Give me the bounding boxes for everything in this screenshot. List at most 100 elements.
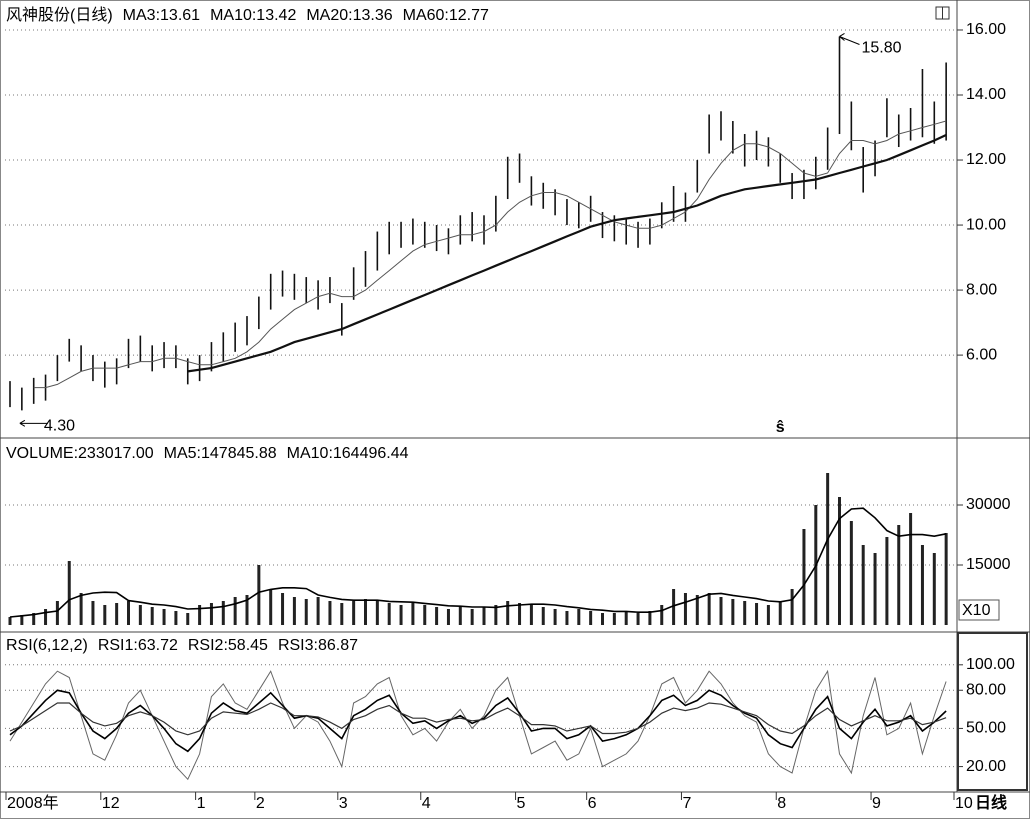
volume-bar xyxy=(624,611,628,625)
volume-bar xyxy=(897,525,901,625)
volume-bar xyxy=(707,593,711,625)
volume-bar xyxy=(423,605,427,625)
indicator-line xyxy=(9,507,947,618)
y-tick-label: 14.00 xyxy=(966,86,1006,103)
y-tick-label: 6.00 xyxy=(966,346,997,363)
volume-bar xyxy=(127,601,130,625)
volume-bar xyxy=(233,597,237,625)
y-tick-label: 50.00 xyxy=(966,720,1006,737)
volume-bar xyxy=(529,605,533,625)
volume-bar xyxy=(838,497,841,625)
volume-bar xyxy=(221,601,225,625)
volume-bar xyxy=(601,613,604,625)
x-tick-label: 8 xyxy=(777,795,786,812)
y-tick-label: 10.00 xyxy=(966,216,1006,233)
indicator-label: RSI1:63.72 xyxy=(98,637,178,654)
x-tick-label: 2 xyxy=(256,795,265,812)
x-tick-label: 9 xyxy=(872,795,881,812)
panel-title: RSI(6,12,2) xyxy=(6,637,88,654)
y-tick-label: 8.00 xyxy=(966,281,997,298)
volume-bar xyxy=(458,607,462,625)
volume-bar xyxy=(920,545,924,625)
annotation: 15.80 xyxy=(862,40,902,57)
volume-bar xyxy=(470,609,474,625)
volume-bar xyxy=(20,615,24,625)
x-tick-label: 2008年 xyxy=(7,794,59,812)
volume-bar xyxy=(174,611,178,625)
volume-bar xyxy=(245,595,249,625)
unit-note: X10 xyxy=(962,602,991,619)
signal-marker: ŝ xyxy=(776,419,785,436)
x-tick-label: 7 xyxy=(682,795,691,812)
indicator-line xyxy=(9,669,947,781)
x-tick-label: 3 xyxy=(339,795,348,812)
x-tick-label: 1 xyxy=(197,795,206,812)
x-tick-label: 12 xyxy=(102,795,120,812)
indicator-label: MA3:13.61 xyxy=(123,7,200,24)
volume-bar xyxy=(435,607,439,625)
volume-bar xyxy=(304,599,308,625)
volume-bar xyxy=(518,603,522,625)
volume-bar xyxy=(482,607,486,625)
y-tick-label: 80.00 xyxy=(966,681,1006,698)
volume-bar xyxy=(138,605,142,625)
volume-bar xyxy=(150,607,154,625)
volume-bar xyxy=(340,603,344,625)
volume-bar xyxy=(743,601,747,625)
volume-bar xyxy=(494,605,498,625)
y-tick-label: 100.00 xyxy=(966,656,1015,673)
volume-bar xyxy=(909,513,913,625)
volume-bar xyxy=(506,601,510,625)
volume-bar xyxy=(375,601,379,625)
volume-bar xyxy=(103,605,107,625)
volume-bar xyxy=(209,603,213,625)
volume-bar xyxy=(198,605,202,625)
x-tick-label: 4 xyxy=(422,795,431,812)
volume-bar xyxy=(257,565,261,625)
volume-bar xyxy=(802,529,806,625)
volume-bar xyxy=(612,613,616,625)
volume-bar xyxy=(79,593,83,625)
y-tick-label: 15000 xyxy=(966,556,1011,573)
volume-bar xyxy=(695,595,699,625)
volume-bar xyxy=(885,537,889,625)
volume-bar xyxy=(577,609,581,625)
annotation-arrow xyxy=(19,419,48,427)
volume-bar xyxy=(553,609,557,625)
volume-bar xyxy=(766,605,770,625)
volume-bar xyxy=(387,603,391,625)
volume-bar xyxy=(755,603,759,625)
unit-box xyxy=(958,599,1000,621)
volume-bar xyxy=(316,597,320,625)
volume-bar xyxy=(269,589,273,625)
volume-bar xyxy=(589,611,593,625)
indicator-line xyxy=(187,134,947,373)
volume-bar xyxy=(91,601,95,625)
annotation-arrow xyxy=(839,33,860,45)
volume-bar xyxy=(565,611,569,625)
volume-bar xyxy=(849,521,853,625)
volume-bar xyxy=(826,473,830,625)
volume-bar xyxy=(44,609,48,625)
y-tick-label: 16.00 xyxy=(966,21,1006,38)
volume-bar xyxy=(683,593,687,625)
volume-bar xyxy=(115,603,119,625)
volume-bar xyxy=(186,613,190,625)
volume-bar xyxy=(873,553,877,625)
volume-bar xyxy=(778,601,782,625)
indicator-label: MA5:147845.88 xyxy=(164,445,277,462)
volume-bar xyxy=(636,613,640,625)
volume-bar xyxy=(944,533,948,625)
volume-bar xyxy=(281,593,285,625)
y-tick-label: 12.00 xyxy=(966,151,1006,168)
volume-bar xyxy=(541,607,545,625)
x-tick-label: 10 xyxy=(955,795,973,812)
volume-bar xyxy=(648,611,652,625)
volume-bar xyxy=(731,599,735,625)
volume-bar xyxy=(932,553,936,625)
x-tick-label: 6 xyxy=(588,795,597,812)
volume-bar xyxy=(790,589,794,625)
volume-bar xyxy=(672,589,676,625)
